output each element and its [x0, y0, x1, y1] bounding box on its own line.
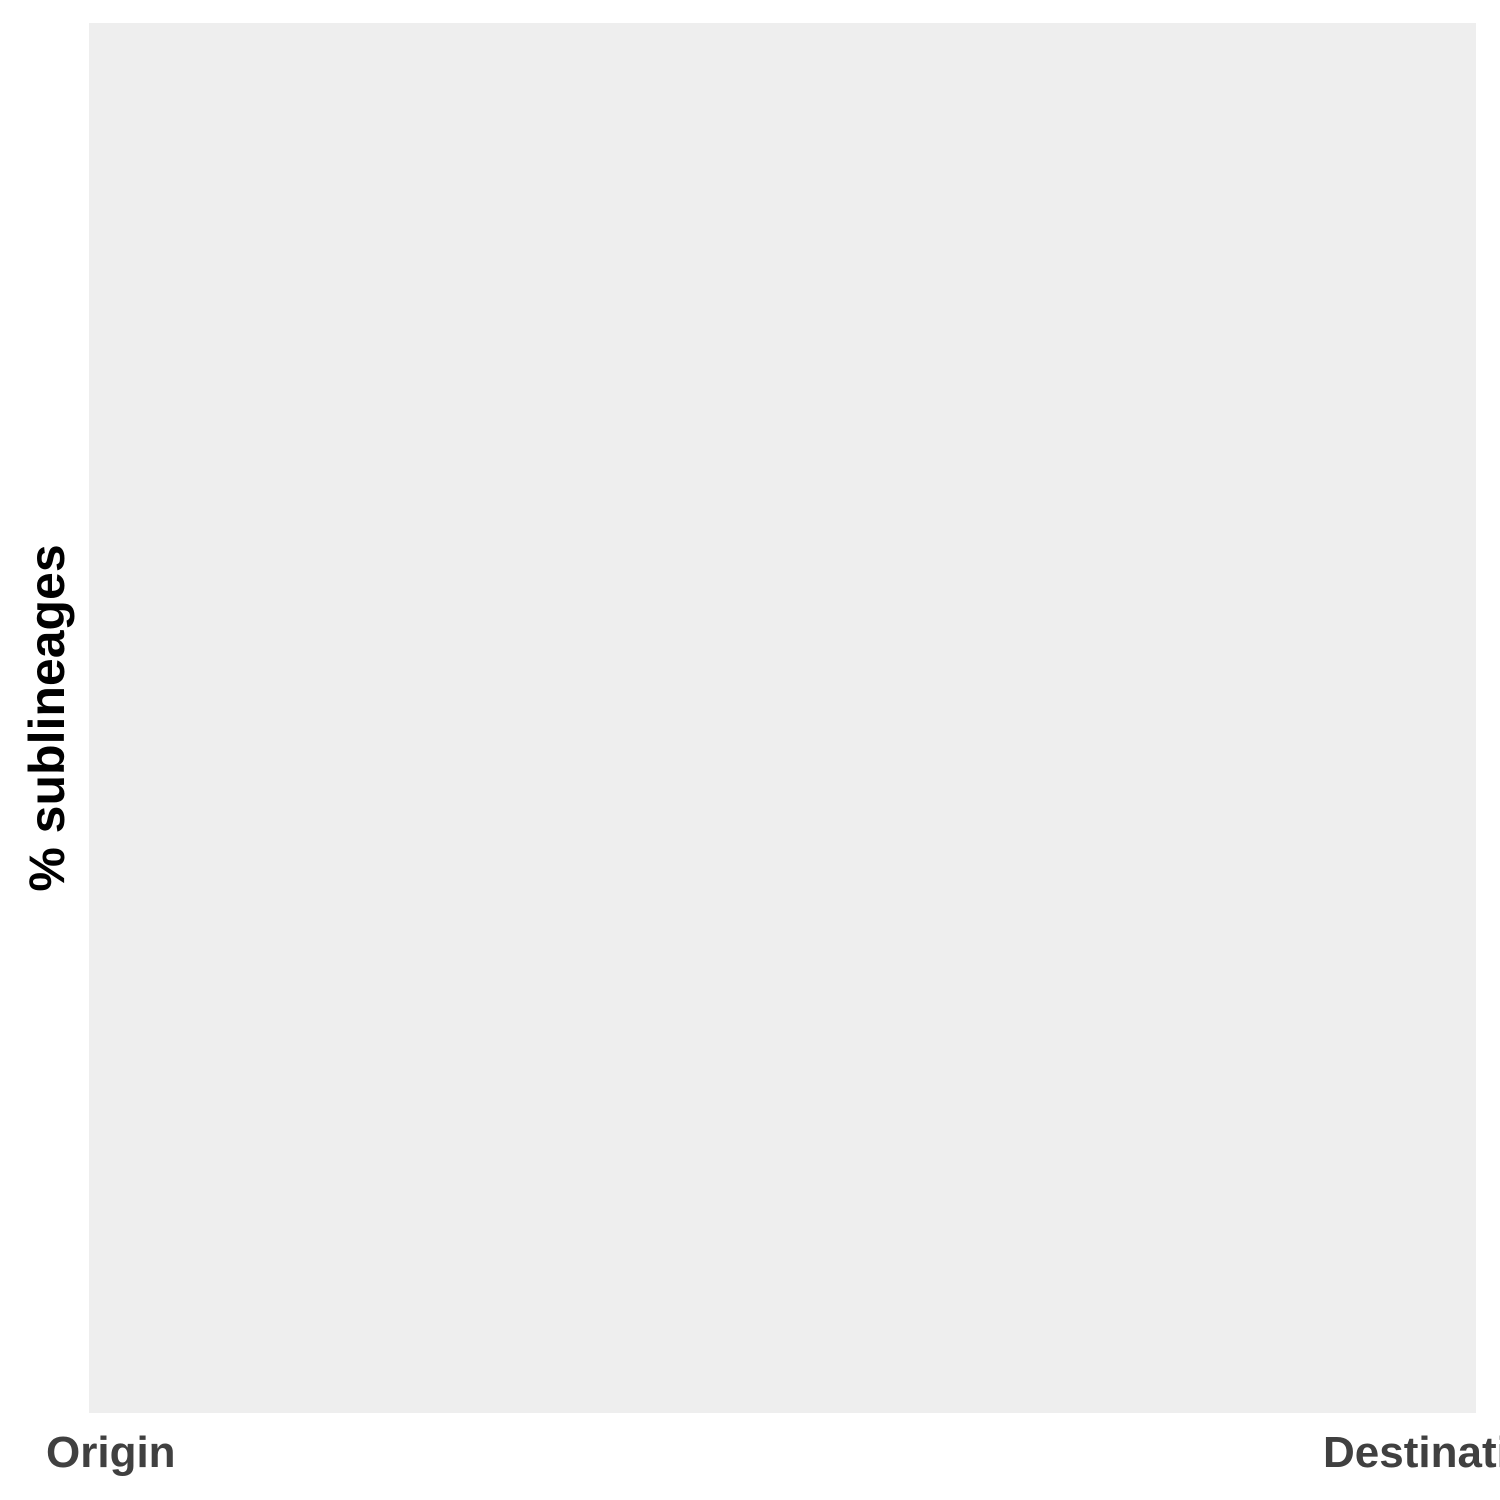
x-tick-label-origin: Origin [46, 1428, 176, 1477]
plot-panel [89, 23, 1476, 1413]
x-tick-label-destination: Destination [1323, 1428, 1500, 1477]
y-axis-label: % sublineages [19, 544, 75, 892]
